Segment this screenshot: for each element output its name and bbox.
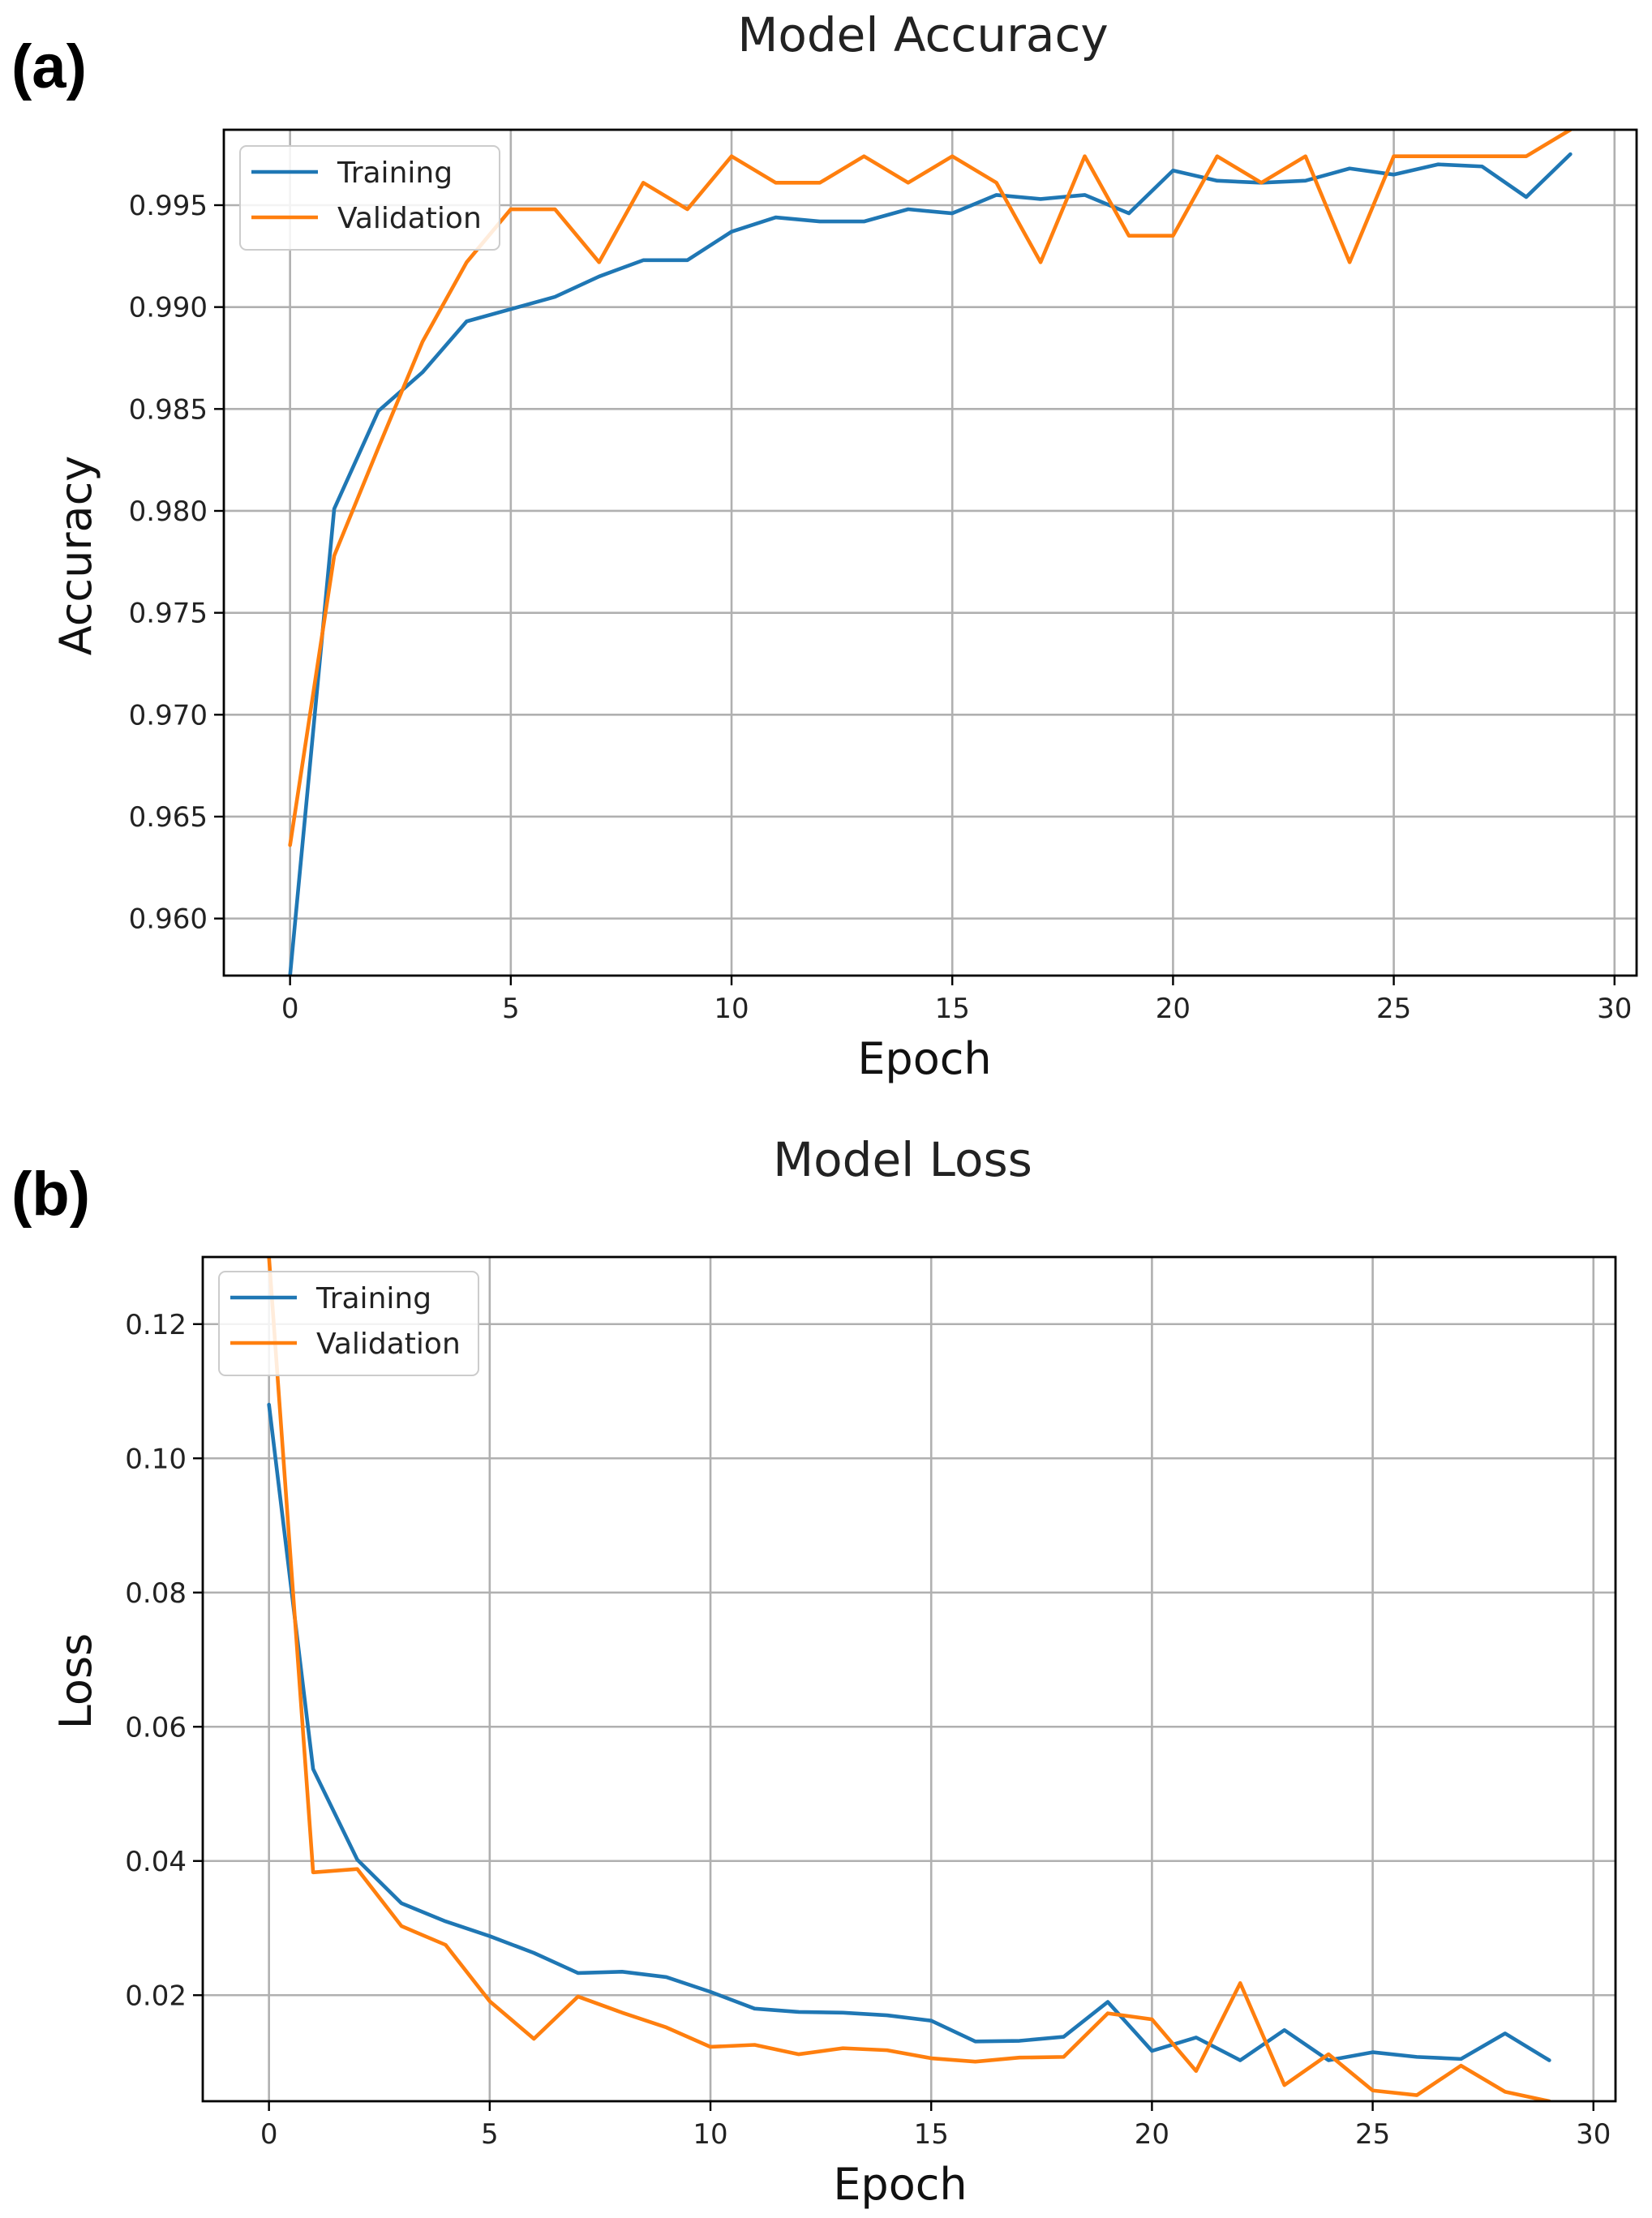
loss-x-tick-label: 30 <box>1576 2118 1611 2151</box>
accuracy-x-tick-label: 25 <box>1376 993 1411 1025</box>
accuracy-chart-title: Model Accuracy <box>737 7 1108 62</box>
accuracy-x-tick-label: 30 <box>1597 993 1632 1025</box>
loss-x-tick-label: 10 <box>693 2118 727 2151</box>
accuracy-y-axis-label: Accuracy <box>50 456 101 656</box>
accuracy-y-tick-label: 0.975 <box>129 598 208 630</box>
accuracy-y-tick-label: 0.980 <box>129 496 208 528</box>
accuracy-x-tick-label: 5 <box>502 993 520 1025</box>
loss-x-tick-label: 15 <box>914 2118 949 2151</box>
accuracy-y-tick-label: 0.970 <box>129 699 208 731</box>
accuracy-y-tick-label: 0.965 <box>129 801 208 834</box>
loss-y-tick-label: 0.10 <box>125 1443 187 1475</box>
loss-x-tick-label: 5 <box>481 2118 499 2151</box>
loss-x-tick-label: 25 <box>1355 2118 1390 2151</box>
accuracy-plot-frame <box>222 128 1638 977</box>
accuracy-y-tick-label: 0.995 <box>129 190 208 222</box>
accuracy-x-tick-label: 20 <box>1156 993 1191 1025</box>
accuracy-x-tick-label: 15 <box>935 993 970 1025</box>
loss-y-tick-label: 0.04 <box>125 1846 187 1878</box>
loss-y-tick-label: 0.08 <box>125 1577 187 1610</box>
loss-legend-label-training: Training <box>315 1282 431 1315</box>
accuracy-x-tick-label: 0 <box>281 993 299 1025</box>
loss-chart-title: Model Loss <box>773 1132 1032 1187</box>
loss-legend: Training Validation <box>218 1271 479 1376</box>
accuracy-y-tick-label: 0.990 <box>129 292 208 324</box>
accuracy-y-tick-label: 0.985 <box>129 393 208 426</box>
panel-b-label: (b) <box>11 1160 90 1229</box>
accuracy-legend-label-training: Training <box>337 157 453 190</box>
accuracy-y-tick-label: 0.960 <box>129 903 208 936</box>
accuracy-x-axis-label: Epoch <box>857 1033 991 1084</box>
loss-plot: 0 5 10 15 20 25 30 0.02 0.04 0.06 0.08 0.10 0.12 Trai… <box>125 1255 1617 2151</box>
loss-validation-line <box>267 1257 1551 2101</box>
accuracy-plot: 0 5 10 15 20 25 30 0.960 0.965 0.970 0.975 0.980 0.9… <box>129 128 1638 1025</box>
loss-legend-label-validation: Validation <box>316 1328 461 1361</box>
accuracy-training-line <box>288 152 1573 976</box>
accuracy-legend-label-validation: Validation <box>337 202 482 235</box>
accuracy-x-tick-label: 10 <box>714 993 749 1025</box>
loss-y-tick-label: 0.02 <box>125 1980 187 2012</box>
panel-a-label: (a) <box>11 32 87 101</box>
loss-plot-frame <box>201 1255 1617 2103</box>
loss-y-tick-label: 0.12 <box>125 1309 187 1341</box>
loss-y-tick-label: 0.06 <box>125 1711 187 1744</box>
loss-x-tick-label: 20 <box>1135 2118 1169 2151</box>
loss-x-tick-label: 0 <box>260 2118 278 2151</box>
accuracy-legend: Training Validation <box>239 145 500 251</box>
loss-y-axis-label: Loss <box>50 1633 101 1729</box>
accuracy-panel: (a) Model Accuracy 0 5 10 15 20 25 30 0.960 0.96… <box>11 7 1638 1084</box>
loss-x-axis-label: Epoch <box>833 2159 967 2210</box>
loss-panel: (b) Model Loss 0 5 10 15 20 25 300.020.040.060… <box>11 1132 1617 2210</box>
accuracy-validation-line <box>288 130 1573 847</box>
